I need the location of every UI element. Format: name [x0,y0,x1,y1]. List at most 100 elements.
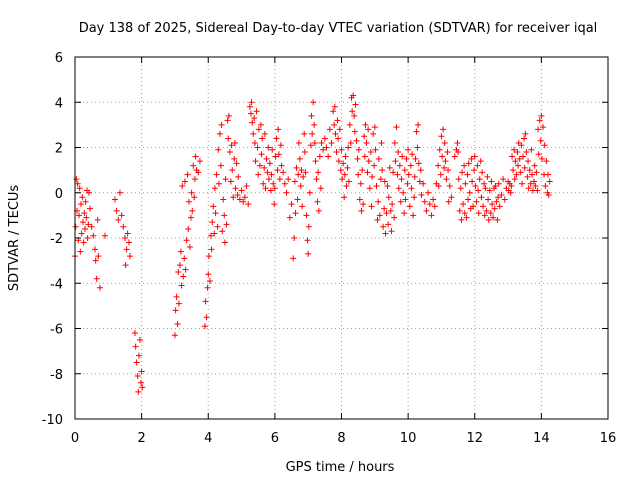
data-point [484,173,491,180]
data-point [391,139,398,146]
data-point [473,198,480,205]
data-point [311,139,318,146]
data-point [533,169,540,176]
data-point [538,112,545,119]
data-point [250,130,257,137]
data-point [524,173,531,180]
data-point [96,284,103,291]
data-point [280,169,287,176]
data-point [205,253,212,260]
data-point [172,307,179,314]
data-point [382,230,389,237]
data-point [367,149,374,156]
data-point [454,139,461,146]
data-point [443,176,450,183]
data-point [255,171,262,178]
data-point [526,167,533,174]
data-point [409,151,416,158]
data-point [391,214,398,221]
data-point [388,228,395,235]
data-point [387,207,394,214]
data-point [125,239,132,246]
data-point [516,155,523,162]
data-point [436,146,443,153]
data-point [375,198,382,205]
data-point [301,149,308,156]
data-point [354,155,361,162]
data-point [377,176,384,183]
data-point [204,284,211,291]
data-point [183,237,190,244]
data-point [481,180,488,187]
data-point [278,162,285,169]
data-point [534,187,541,194]
data-point [185,198,192,205]
data-point [77,201,84,208]
data-point [384,182,391,189]
data-point [229,167,236,174]
data-point [511,176,518,183]
data-point [182,266,189,273]
data-point [445,198,452,205]
data-point [440,126,447,133]
data-point [518,142,525,149]
data-point [231,155,238,162]
data-point [214,223,221,230]
data-point [283,189,290,196]
data-point [423,207,430,214]
data-point [258,151,265,158]
data-point [416,178,423,185]
data-point [94,216,101,223]
data-point [491,205,498,212]
data-point [221,212,228,219]
data-point [459,169,466,176]
data-points [72,92,553,395]
data-point [404,180,411,187]
data-point [474,162,481,169]
data-point [461,162,468,169]
data-point [365,126,372,133]
data-point [221,239,228,246]
y-tick-label: 0 [55,187,63,202]
data-point [523,149,530,156]
data-point [399,153,406,160]
data-point [511,146,518,153]
data-point [309,130,316,137]
y-tick-label: -2 [50,232,63,247]
data-point [335,158,342,165]
x-axis-label: GPS time / hours [286,460,395,475]
data-point [371,124,378,131]
y-tick-label: 6 [55,51,63,66]
chart-title: Day 138 of 2025, Sidereal Day-to-day VTE… [79,21,598,36]
data-point [207,232,214,239]
data-point [476,176,483,183]
data-point [307,142,314,149]
y-tick-label: 2 [55,142,63,157]
x-tick-label: 8 [337,431,345,446]
data-point [121,235,128,241]
data-point [359,167,366,174]
data-point [274,167,281,174]
data-point [438,133,445,140]
data-point [412,155,419,162]
data-point [264,169,271,176]
data-point [293,164,300,171]
data-point [138,368,145,375]
data-point [521,164,528,171]
data-point [211,185,218,192]
data-point [545,192,552,199]
data-point [296,155,303,162]
data-point [420,180,427,187]
data-point [173,293,180,300]
data-point [462,180,469,187]
data-point [211,230,218,237]
data-point [191,176,198,183]
data-point [226,149,233,156]
data-point [486,187,493,194]
data-point [137,379,144,386]
data-point [245,201,252,208]
data-point [251,139,258,146]
data-point [525,158,532,165]
data-point [521,135,528,142]
data-point [366,185,373,192]
